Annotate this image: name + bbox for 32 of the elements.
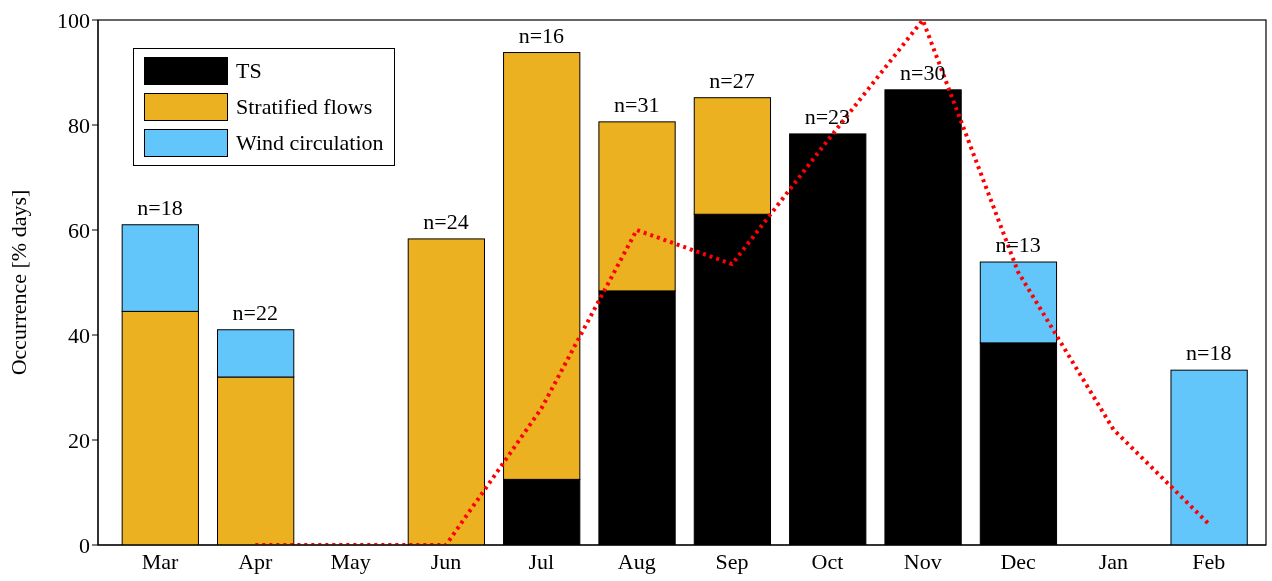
y-tick-label: 60: [68, 217, 90, 243]
annotation: n=23: [804, 103, 851, 129]
annotation: n=13: [995, 232, 1041, 258]
annotation: n=22: [232, 299, 279, 325]
annotation: n=18: [137, 194, 183, 220]
annotation: n=27: [709, 67, 755, 93]
annotation: n=30: [900, 59, 946, 85]
x-tick-label: Dec: [1000, 548, 1037, 574]
x-tick-label: Feb: [1192, 548, 1226, 574]
annotation: n=24: [423, 208, 469, 234]
legend-label: Stratified flows: [236, 94, 373, 120]
x-tick-label: Aug: [617, 548, 656, 574]
y-tick-label: 100: [57, 7, 90, 33]
y-tick-label: 0: [79, 532, 90, 558]
legend-label: TS: [236, 58, 262, 84]
y-tick-label: 20: [68, 427, 90, 453]
y-tick-label: 80: [68, 112, 90, 138]
x-tick-label: Nov: [903, 548, 942, 574]
x-tick-label: Jul: [528, 548, 555, 574]
x-tick-label: Jun: [430, 548, 462, 574]
y-axis-title: Occurrence [% days]: [5, 189, 31, 376]
x-tick-label: Mar: [141, 548, 179, 574]
x-tick-label: Apr: [238, 548, 274, 574]
annotation: n=16: [518, 22, 565, 48]
x-tick-label: Jan: [1098, 548, 1129, 574]
x-tick-label: May: [330, 548, 371, 574]
x-tick-label: Oct: [811, 548, 844, 574]
legend-label: Wind circulation: [236, 130, 384, 156]
annotation: n=18: [1186, 340, 1232, 366]
y-tick-label: 40: [68, 322, 90, 348]
annotation: n=31: [614, 91, 660, 117]
x-tick-label: Sep: [715, 548, 749, 574]
